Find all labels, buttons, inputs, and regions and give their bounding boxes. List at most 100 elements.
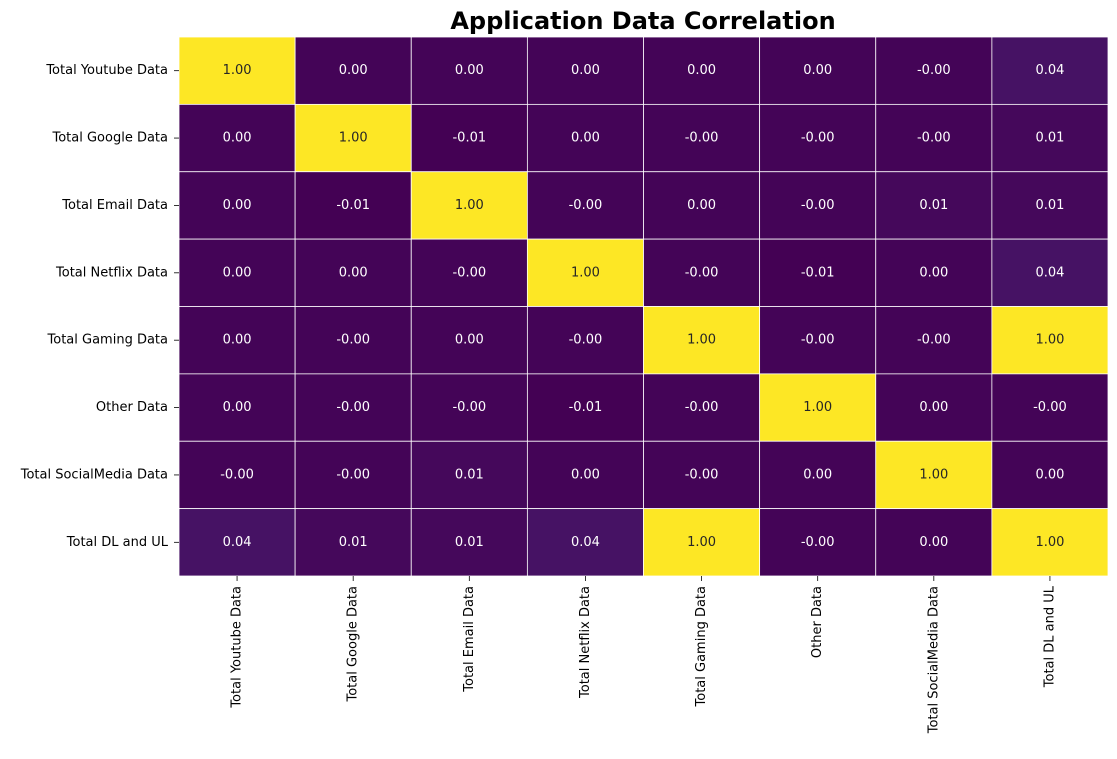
x-axis-tick-label: Total DL and UL <box>1042 585 1057 688</box>
heatmap-cell-value-label: 1.00 <box>687 535 716 550</box>
heatmap-cell-value-label: 0.04 <box>1035 265 1064 280</box>
heatmap-cell-value-label: 0.00 <box>1035 467 1064 482</box>
heatmap-cell <box>643 373 761 442</box>
heatmap-cell-value-label: -0.01 <box>801 265 835 280</box>
heatmap-cell-value-label: 1.00 <box>1035 535 1064 550</box>
heatmap-cell-value-label: 1.00 <box>803 400 832 415</box>
heatmap-cell-value-label: -0.00 <box>220 467 254 482</box>
heatmap-cell-value-label: 0.01 <box>455 467 484 482</box>
heatmap-cell-value-label: 1.00 <box>571 265 600 280</box>
heatmap-cell-value-label: 1.00 <box>919 467 948 482</box>
heatmap-cell-value-label: 0.00 <box>571 131 600 146</box>
heatmap-cell-value-label: 0.04 <box>223 535 252 550</box>
heatmap-cell <box>759 373 877 442</box>
x-axis-tick-label: Total Google Data <box>346 586 361 703</box>
heatmap-cell <box>526 36 644 105</box>
heatmap-cell-value-label: -0.00 <box>1033 400 1067 415</box>
heatmap-cell-value-label: 0.00 <box>223 265 252 280</box>
heatmap-cell <box>875 103 993 173</box>
heatmap-cell-value-label: 0.01 <box>1035 131 1064 146</box>
heatmap-cell-value-label: -0.00 <box>569 198 603 213</box>
heatmap-cell <box>991 36 1109 105</box>
heatmap-cell <box>643 508 761 577</box>
y-axis-tick-label: Total Youtube Data <box>45 63 168 78</box>
heatmap-cell <box>526 171 644 240</box>
heatmap-cell-value-label: 0.00 <box>455 63 484 78</box>
heatmap-cell-value-label: -0.00 <box>685 400 719 415</box>
heatmap-cell-value-label: -0.00 <box>801 198 835 213</box>
heatmap-cell <box>643 171 761 240</box>
heatmap-cell-value-label: -0.01 <box>452 131 486 146</box>
y-axis-tick-label: Total Gaming Data <box>47 333 168 348</box>
heatmap-cell <box>294 440 412 510</box>
heatmap-cell-value-label: -0.00 <box>685 131 719 146</box>
heatmap-cell-value-label: -0.00 <box>452 265 486 280</box>
heatmap-cell <box>991 103 1109 173</box>
heatmap-cell <box>759 306 877 375</box>
x-axis-tick-labels: Total Youtube Data Total Google Data Total… <box>230 576 1057 734</box>
heatmap-cell <box>294 36 412 105</box>
x-axis-tick-label: Total Gaming Data <box>694 586 709 707</box>
heatmap-cell-value-label: -0.00 <box>336 467 370 482</box>
heatmap-cell-value-label: -0.00 <box>569 333 603 348</box>
y-axis-tick-label: Other Data <box>96 400 168 415</box>
heatmap-cell-value-label: 0.00 <box>223 400 252 415</box>
heatmap-cell <box>759 103 877 173</box>
heatmap-cell <box>178 171 296 240</box>
heatmap-cell-value-label: 0.04 <box>571 535 600 550</box>
heatmap-cell <box>526 238 644 307</box>
y-axis-tick-labels: Total Youtube Data Total Google Data Total… <box>20 63 179 550</box>
heatmap-cell-value-label: 0.00 <box>571 63 600 78</box>
heatmap-cell <box>410 171 528 240</box>
heatmap-cell <box>643 36 761 105</box>
heatmap-cell <box>294 171 412 240</box>
heatmap-cell <box>643 238 761 307</box>
heatmap-cell <box>875 373 993 442</box>
heatmap-cell <box>875 238 993 307</box>
x-axis-tick-label: Total Email Data <box>462 586 477 693</box>
heatmap-cell <box>759 36 877 105</box>
heatmap-cell-value-label: 0.00 <box>919 535 948 550</box>
y-axis-tick-label: Total Netflix Data <box>55 265 168 280</box>
heatmap-cell-value-label: 0.01 <box>455 535 484 550</box>
y-axis-tick-label: Total DL and UL <box>66 535 169 550</box>
heatmap-cell-value-label: -0.00 <box>801 333 835 348</box>
heatmap-cell <box>759 508 877 577</box>
heatmap-cell-value-label: 0.00 <box>339 265 368 280</box>
heatmap-cell-value-label: 0.00 <box>803 63 832 78</box>
heatmap-cell-value-label: 0.00 <box>455 333 484 348</box>
heatmap-cell <box>410 508 528 577</box>
heatmap-cell <box>526 103 644 173</box>
heatmap-cell-value-label: 0.00 <box>687 198 716 213</box>
heatmap-cell-value-label: -0.00 <box>917 131 951 146</box>
heatmap-cell <box>991 508 1109 577</box>
heatmap-cell <box>991 440 1109 510</box>
heatmap-cell <box>875 306 993 375</box>
heatmap-cell-value-label: -0.00 <box>801 131 835 146</box>
heatmap-cell <box>526 306 644 375</box>
heatmap-cell-value-label: 0.00 <box>919 265 948 280</box>
heatmap-cell <box>759 171 877 240</box>
heatmap-cell <box>410 238 528 307</box>
heatmap-cell-value-label: 1.00 <box>687 333 716 348</box>
x-axis-tick-label: Total SocialMedia Data <box>926 586 941 734</box>
heatmap-cell-value-label: -0.00 <box>336 400 370 415</box>
heatmap-cell <box>643 440 761 510</box>
heatmap-cell-value-label: 0.01 <box>1035 198 1064 213</box>
heatmap-cell-value-label: 0.01 <box>339 535 368 550</box>
heatmap-cell-value-label: -0.00 <box>801 535 835 550</box>
heatmap-cell <box>294 103 412 173</box>
heatmap-cell-value-label: 1.00 <box>1035 333 1064 348</box>
heatmap-cell <box>875 440 993 510</box>
heatmap-cell-value-label: 0.00 <box>919 400 948 415</box>
heatmap-cell-value-label: -0.00 <box>917 333 951 348</box>
heatmap-cell <box>643 103 761 173</box>
heatmap-cell <box>759 440 877 510</box>
y-axis-tick-label: Total SocialMedia Data <box>20 467 168 482</box>
heatmap-cell-value-label: -0.00 <box>452 400 486 415</box>
y-axis-tick-label: Total Email Data <box>61 198 168 213</box>
heatmap-cell-value-label: 1.00 <box>339 131 368 146</box>
heatmap-cell-value-label: 0.01 <box>919 198 948 213</box>
heatmap-cell-value-label: 1.00 <box>455 198 484 213</box>
